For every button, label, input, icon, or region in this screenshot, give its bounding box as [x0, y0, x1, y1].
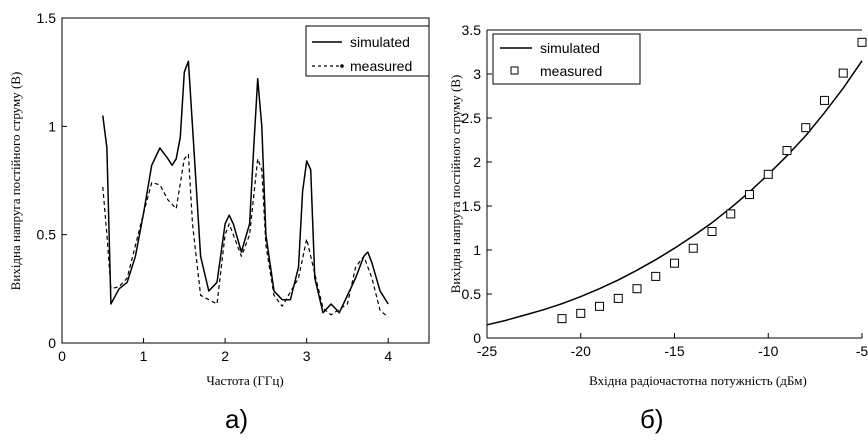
chart-b-xtick-label: -15	[664, 343, 684, 359]
chart-a-legend-simulated: simulated	[350, 34, 410, 50]
chart-b-series-measured-point	[670, 258, 679, 268]
chart-a-legend	[305, 25, 430, 77]
chart-b-ytick-label: 0.5	[462, 286, 482, 302]
chart-a-legend-measured: measured	[350, 58, 412, 74]
chart-b-series-measured-point	[782, 146, 792, 156]
chart-b-series-measured-point	[613, 293, 623, 303]
chart-a: 0 1 2 3 4 0 0.5 1 1.5 Вихідна напруга постійного…	[8, 10, 430, 434]
chart-a-series	[102, 60, 389, 318]
chart-b-ytick-label: 2.5	[462, 110, 482, 126]
chart-a-ytick-label: 1	[48, 118, 56, 134]
chart-a-frame	[61, 17, 430, 344]
chart-a-ylabel: Вихідна напруга постійного струму (В)	[8, 72, 23, 291]
chart-b-xtick-label: -10	[758, 343, 778, 359]
chart-a-panel-label: а)	[225, 404, 248, 434]
chart-b-ytick-label: 1.5	[462, 198, 482, 214]
chart-b-ytick-label: 0	[473, 330, 481, 346]
chart-b-series-measured-point	[632, 284, 642, 294]
chart-b-series-measured-point	[838, 68, 848, 78]
chart-b-series-measured-point	[726, 209, 736, 219]
chart-b-series-measured-point	[763, 169, 773, 179]
chart-b-ytick-label: 1	[473, 242, 481, 258]
chart-b-series-measured-point	[688, 243, 698, 253]
chart-a-ytick-label: 1.5	[37, 10, 57, 26]
chart-b-ytick-label: 3.5	[462, 22, 482, 38]
chart-a-series-simulated-line	[102, 60, 389, 314]
chart-a-ytick-label: 0.5	[37, 227, 57, 243]
chart-b-series-measured-point	[557, 314, 567, 324]
chart-b-series-measured-point	[651, 271, 661, 281]
chart-b-ticks: -25 -20 -15 -10 -5 0 0.5 1 1.5 2 2.5 3 3.5	[462, 22, 868, 359]
chart-b-legend-simulated: simulated	[540, 40, 600, 56]
chart-b-legend-measured: measured	[540, 63, 602, 79]
chart-b-series-simulated-line	[486, 60, 863, 326]
chart-b-ylabel: Вихідна напруга постійного струму (В)	[448, 75, 463, 294]
chart-a-legend-measured-marker	[340, 64, 344, 68]
chart-b-xlabel: Вхідна радіочастотна потужність (дБм)	[589, 373, 807, 388]
chart-b-legend	[492, 33, 641, 85]
chart-b-panel-label: б)	[640, 404, 664, 434]
chart-a-xtick-label: 4	[384, 348, 392, 364]
chart-b-legend-measured-marker	[510, 66, 519, 75]
chart-a-xtick-label: 2	[221, 348, 229, 364]
chart-a-ticks: 0 1 2 3 4 0 0.5 1 1.5	[37, 10, 393, 364]
chart-b-xtick-label: -20	[571, 343, 591, 359]
chart-a-ytick-label: 0	[48, 335, 56, 351]
chart-a-xtick-label: 0	[58, 348, 66, 364]
chart-b-xtick-label: -5	[856, 343, 868, 359]
chart-b-series	[486, 37, 867, 326]
chart-b-series-measured-point	[595, 301, 604, 311]
chart-b-series-measured-point	[820, 95, 829, 105]
chart-b-series-measured-point	[576, 308, 586, 318]
chart-b-xtick-label: -25	[477, 343, 497, 359]
chart-b: -25 -20 -15 -10 -5 0 0.5 1 1.5 2 2.5 3 3.5 Вихідна н…	[448, 22, 868, 434]
chart-b-series-measured-point	[857, 37, 867, 47]
chart-a-xtick-label: 3	[303, 348, 311, 364]
chart-a-xtick-label: 1	[140, 348, 148, 364]
chart-a-xlabel: Частота (ГГц)	[206, 373, 283, 388]
chart-b-series-measured-point	[745, 190, 754, 200]
chart-b-ytick-label: 2	[473, 154, 481, 170]
chart-b-series-measured-point	[801, 123, 811, 133]
chart-b-ytick-label: 3	[473, 66, 481, 82]
chart-b-series-measured-point	[707, 227, 717, 237]
chart-a-series-measured-line	[102, 153, 389, 318]
